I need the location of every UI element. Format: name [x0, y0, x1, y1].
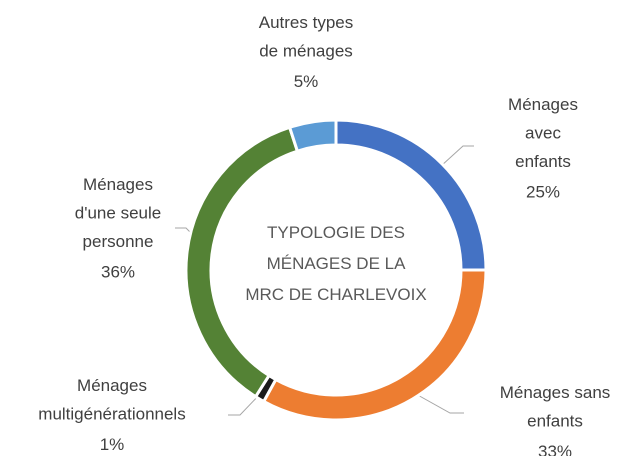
- slice-label-line: enfants: [515, 152, 571, 171]
- donut-slice: [287, 118, 338, 154]
- slice-label: Ménages d'une seule personne: [75, 175, 161, 251]
- value-label: 25%: [526, 183, 560, 202]
- donut-slice: [334, 118, 488, 272]
- slice-label-line: de ménages: [259, 42, 353, 61]
- leader-line: [228, 391, 263, 416]
- value-label: 36%: [101, 263, 135, 282]
- slice-label-line: enfants: [527, 412, 583, 431]
- slice-label-line: d'une seule: [75, 204, 161, 223]
- slice-label: Ménages multigénérationnels: [38, 376, 185, 424]
- slice-label: Ménages sans enfants: [500, 383, 611, 431]
- slice-label-line: avec: [525, 124, 561, 143]
- value-label: 33%: [538, 442, 572, 456]
- chart-title-line: TYPOLOGIE DES: [267, 223, 405, 242]
- slice-label-line: Ménages: [83, 175, 153, 194]
- slice-label-line: personne: [83, 232, 154, 251]
- slice-label-line: Ménages: [508, 95, 578, 114]
- slice-label: Autres types de ménages: [259, 13, 354, 61]
- chart-title-line: MÉNAGES DE LA: [267, 254, 407, 273]
- slice-label-line: Ménages sans: [500, 383, 611, 402]
- slice-label: Ménages avec enfants: [508, 95, 578, 171]
- chart-title: TYPOLOGIE DES MÉNAGES DE LA MRC DE CHARLEV…: [245, 223, 426, 304]
- value-label: 5%: [294, 72, 319, 91]
- slice-label-line: Ménages: [77, 376, 147, 395]
- slice-label-line: Autres types: [259, 13, 354, 32]
- value-label: 1%: [100, 435, 125, 454]
- slice-label-line: multigénérationnels: [38, 405, 185, 424]
- chart-title-line: MRC DE CHARLEVOIX: [245, 285, 426, 304]
